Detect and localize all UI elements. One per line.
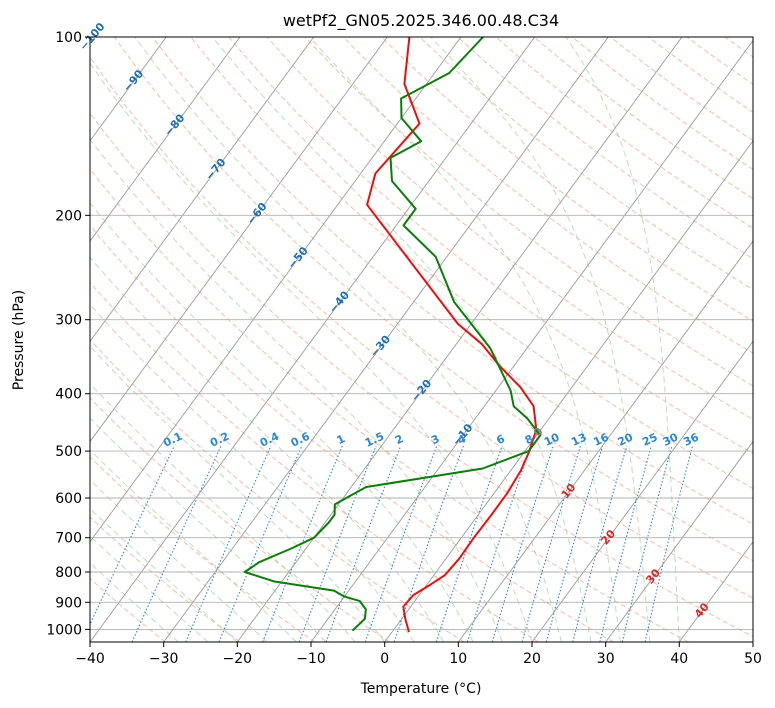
moist-adiabat-line	[90, 62, 533, 642]
mixing-ratio-line	[491, 445, 554, 642]
axes: −40 −30 −20 −10 0 10 20 30 40 50 1000 900 800 700 600 5…	[46, 30, 762, 667]
dry-adiabat-line	[190, 37, 753, 490]
x-tick-label: 50	[744, 651, 762, 667]
x-tick-label: 40	[670, 651, 688, 667]
x-axis-label: Temperature (°C)	[360, 681, 482, 697]
dry-adiabat-line	[343, 37, 753, 354]
mixing-ratio-label: 16	[591, 430, 611, 448]
x-tick-label: 0	[380, 651, 389, 667]
moist-adiabat-line	[90, 535, 209, 642]
isotherm-line	[531, 340, 753, 642]
sounding-series	[243, 37, 542, 633]
mixing-ratio-line	[521, 445, 582, 642]
isotherm-line	[384, 140, 753, 642]
isotherm-line	[90, 37, 241, 242]
moist-adiabat-line	[90, 383, 356, 642]
moist-adiabat-line	[90, 345, 386, 642]
y-tick-label: 600	[55, 491, 82, 507]
mixing-ratio-label: 10	[542, 430, 562, 448]
plot-background	[90, 37, 753, 642]
mixing-ratio-label: 13	[569, 431, 588, 449]
mixing-ratio-line	[185, 445, 272, 642]
dry-adiabat-line	[228, 37, 753, 455]
x-tick-label: 20	[523, 651, 541, 667]
plot-frame	[89, 36, 754, 643]
mixing-ratio-line	[644, 445, 694, 642]
mixing-ratio-line	[599, 445, 652, 642]
dry-adiabat-line	[114, 37, 753, 562]
isotherm-line	[605, 440, 753, 642]
moist-adiabat-line	[134, 37, 562, 642]
mixing-ratio-line	[466, 445, 532, 642]
dry-adiabat-line	[381, 37, 753, 322]
mixing-ratio-line	[325, 445, 402, 642]
moist-adiabat-line	[430, 37, 651, 642]
y-tick-label: 700	[55, 531, 82, 547]
isotherm-line	[163, 37, 609, 642]
x-tick-label: −20	[223, 651, 253, 667]
moist-adiabat-line	[565, 37, 680, 642]
isotherm-line	[236, 37, 683, 642]
y-tick-label: 300	[55, 313, 82, 329]
x-tick-label: 30	[597, 651, 615, 667]
moist-adiabat-line	[90, 449, 297, 642]
y-tick-label: 1000	[46, 622, 82, 638]
y-tick-label: 500	[55, 444, 82, 460]
moist-adiabat-line	[90, 202, 474, 642]
isotherm-line	[90, 37, 536, 642]
y-tick-label: 100	[55, 30, 82, 46]
x-tick-label: −40	[75, 651, 105, 667]
background-lines	[90, 37, 753, 642]
mixing-ratio-line	[364, 445, 438, 642]
dry-adiabat-line	[533, 37, 753, 200]
moist-adiabat-line	[90, 562, 179, 642]
mixing-ratio-label: 25	[640, 431, 659, 449]
mixing-ratio-line	[545, 445, 604, 642]
dry-adiabat-line	[90, 339, 465, 642]
moist-adiabat-line	[211, 37, 592, 642]
moist-adiabat-line	[90, 507, 238, 642]
y-axis-label: Pressure (hPa)	[11, 290, 27, 390]
y-tick-label: 800	[55, 565, 82, 581]
dewpoint-profile-line	[243, 37, 542, 632]
isotherm-line	[90, 37, 388, 443]
x-tick-label: −30	[149, 651, 179, 667]
mixing-ratio-line	[621, 445, 673, 642]
mixing-ratio-line	[262, 445, 343, 642]
y-tick-label: 200	[55, 208, 82, 224]
dry-adiabat-line	[90, 56, 753, 599]
mixing-ratio-line	[435, 445, 503, 642]
mixing-ratio-label: 36	[681, 430, 701, 448]
mixing-ratio-label: 20	[616, 430, 636, 448]
dry-adiabat-line	[90, 281, 540, 642]
dry-adiabat-line	[90, 112, 753, 638]
moist-adiabat-line	[90, 138, 503, 642]
mixing-ratio-label: 30	[661, 430, 681, 448]
moist-adiabat-line	[90, 256, 445, 642]
mixing-ratio-line	[572, 445, 628, 642]
mixing-ratio-line	[218, 445, 303, 642]
x-tick-label: −10	[296, 651, 326, 667]
dry-adiabat-line	[90, 397, 390, 642]
y-tick-label: 900	[55, 595, 82, 611]
y-tick-label: 400	[55, 387, 82, 403]
x-tick-label: 10	[449, 651, 467, 667]
mixing-ratio-line	[131, 445, 222, 642]
isotherm-line	[90, 37, 315, 343]
dry-adiabat-line	[457, 37, 753, 260]
moist-adiabat-line	[90, 479, 268, 642]
moist-adiabat-line	[90, 303, 415, 642]
mixing-ratio-line	[90, 445, 175, 626]
dry-adiabat-line	[90, 224, 614, 642]
dry-adiabat-line	[571, 37, 753, 170]
chart-title: wetPf2_GN05.2025.346.00.48.C34	[283, 11, 559, 31]
isotherm-line	[457, 240, 753, 642]
isotherm-line	[310, 39, 753, 642]
isotherm-line	[90, 37, 167, 142]
moist-adiabat-line	[308, 37, 621, 642]
